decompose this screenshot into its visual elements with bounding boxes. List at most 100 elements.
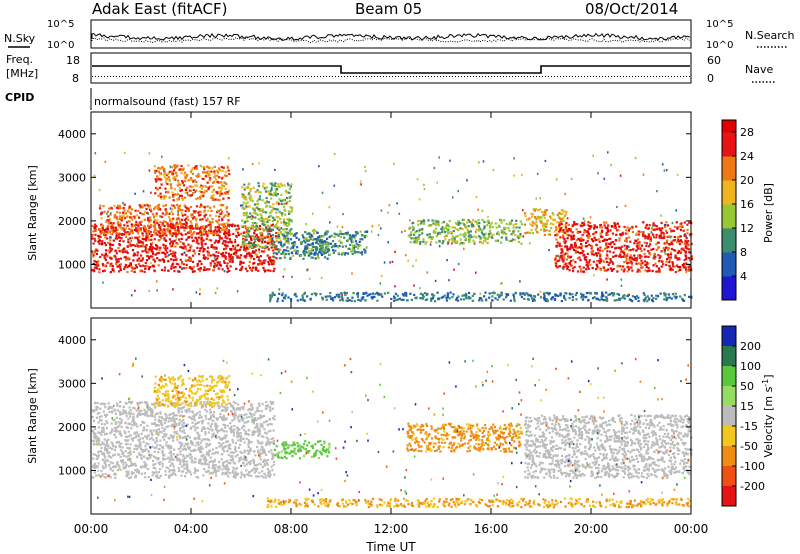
noise-cell <box>245 238 248 241</box>
data-cell <box>537 215 540 218</box>
data-cell <box>176 233 179 236</box>
data-cell <box>268 219 271 222</box>
data-cell <box>316 240 319 243</box>
data-cell <box>170 210 173 214</box>
data-cell <box>156 229 159 232</box>
data-cell <box>218 237 221 240</box>
data-cell <box>325 247 328 250</box>
data-cell <box>353 249 356 252</box>
data-cell <box>210 259 214 262</box>
data-cell <box>440 227 443 231</box>
data-cell <box>149 216 152 219</box>
data-cell <box>147 216 150 220</box>
nave-label: Nave <box>745 63 773 76</box>
data-cell <box>193 252 197 255</box>
data-cell <box>624 239 628 242</box>
data-cell <box>191 172 194 175</box>
data-cell <box>583 229 586 232</box>
data-cell <box>479 237 482 241</box>
data-cell <box>148 257 151 260</box>
data-cell <box>256 255 259 258</box>
noise-cell <box>222 239 225 242</box>
colorbar-segment <box>722 240 736 247</box>
data-cell <box>226 210 229 213</box>
data-cell <box>269 406 272 409</box>
data-cell <box>287 210 290 213</box>
noise-cell <box>429 243 432 246</box>
data-cell <box>144 262 147 265</box>
data-cell <box>582 250 585 253</box>
data-cell <box>311 229 314 232</box>
data-cell <box>129 206 132 209</box>
data-cell <box>261 234 264 237</box>
data-cell <box>339 235 342 239</box>
data-cell <box>226 267 229 270</box>
data-cell <box>256 226 259 229</box>
data-cell <box>209 254 212 257</box>
data-cell <box>690 257 693 261</box>
data-cell <box>370 296 373 299</box>
data-cell <box>121 460 124 464</box>
data-cell <box>497 231 500 234</box>
data-cell <box>334 249 337 252</box>
data-cell <box>552 223 555 226</box>
data-cell <box>668 261 671 264</box>
data-cell <box>647 237 650 240</box>
data-cell <box>465 226 468 229</box>
data-cell <box>623 294 626 297</box>
data-cell <box>585 230 588 233</box>
data-cell <box>233 462 237 465</box>
data-cell <box>119 412 122 415</box>
data-cell <box>231 256 234 259</box>
data-cell <box>136 238 140 241</box>
data-cell <box>612 294 615 297</box>
data-cell <box>304 241 307 244</box>
data-cell <box>679 295 682 298</box>
data-cell <box>171 222 174 225</box>
data-cell <box>282 251 285 254</box>
data-cell <box>251 214 254 217</box>
data-cell <box>646 227 649 230</box>
data-cell <box>638 254 641 257</box>
data-cell <box>254 226 257 229</box>
data-cell <box>170 186 173 189</box>
data-cell <box>137 223 140 226</box>
data-cell <box>640 255 643 258</box>
data-cell <box>183 218 186 221</box>
data-cell <box>600 230 604 233</box>
data-cell <box>587 298 590 302</box>
noise-panel: N.Sky 10^5 10^0 10^5 10^0 N.Search <box>4 19 795 51</box>
data-cell <box>209 185 212 188</box>
data-cell <box>288 222 291 225</box>
data-cell <box>93 266 96 269</box>
data-cell <box>258 240 261 243</box>
data-cell <box>647 235 650 238</box>
data-cell <box>614 239 617 242</box>
data-cell <box>193 461 196 464</box>
data-cell <box>558 242 561 245</box>
data-cell <box>234 247 237 250</box>
data-cell <box>478 299 481 302</box>
noise-cell <box>329 221 331 224</box>
noise-cell <box>371 225 374 228</box>
data-cell <box>294 233 297 236</box>
data-cell <box>284 240 287 244</box>
data-cell <box>451 237 455 240</box>
data-cell <box>200 231 203 234</box>
data-cell <box>452 293 455 296</box>
data-cell <box>139 444 142 448</box>
data-cell <box>410 237 413 240</box>
data-cell <box>273 267 276 270</box>
data-cell <box>591 245 594 248</box>
data-cell <box>134 462 137 465</box>
data-cell <box>232 431 235 434</box>
data-cell <box>258 225 262 228</box>
freq-trace <box>92 65 690 74</box>
data-cell <box>232 252 235 255</box>
data-cell <box>684 250 687 253</box>
data-cell <box>560 245 563 248</box>
data-cell <box>289 206 292 209</box>
data-cell <box>117 246 120 250</box>
data-cell <box>144 249 147 252</box>
data-cell <box>167 230 170 233</box>
